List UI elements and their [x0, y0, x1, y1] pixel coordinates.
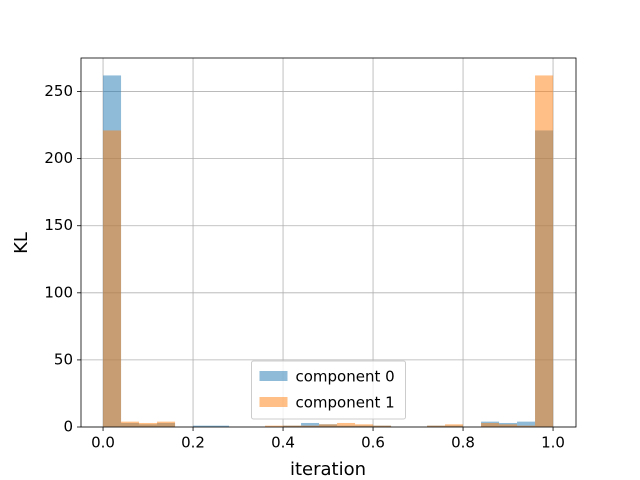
- x-tick-label: 0.0: [91, 434, 115, 452]
- bar: [157, 421, 176, 427]
- legend-box: [251, 360, 406, 420]
- x-tick-label: 0.6: [361, 434, 385, 452]
- x-axis-label: iteration: [290, 459, 366, 480]
- y-tick-label: 50: [54, 350, 73, 368]
- bar: [193, 425, 212, 427]
- legend-swatch: [259, 371, 288, 381]
- bar: [283, 425, 302, 427]
- y-tick-label: 100: [44, 283, 73, 301]
- y-tick-label: 150: [44, 216, 73, 234]
- legend-swatch: [259, 397, 288, 407]
- y-tick-label: 200: [44, 149, 73, 167]
- bar: [301, 422, 320, 427]
- bar: [517, 421, 536, 427]
- bar: [265, 425, 284, 427]
- bar: [517, 425, 536, 427]
- bar: [481, 422, 500, 427]
- bar: [211, 425, 230, 427]
- bar: [301, 425, 320, 427]
- x-tick-label: 0.4: [271, 434, 295, 452]
- legend: component 0 component 1: [251, 360, 406, 420]
- y-axis-label: KL: [11, 232, 32, 254]
- bar: [535, 75, 554, 427]
- bar: [355, 424, 374, 427]
- bar: [427, 425, 446, 427]
- y-tick-label: 0: [63, 418, 73, 436]
- legend-label: component 1: [296, 394, 395, 412]
- bar: [445, 424, 464, 427]
- bar: [139, 422, 158, 427]
- x-tick-label: 1.0: [541, 434, 565, 452]
- bar: [319, 424, 338, 427]
- x-tick-label: 0.2: [181, 434, 205, 452]
- y-tick-label: 250: [44, 82, 73, 100]
- bar: [121, 421, 140, 427]
- bar: [103, 130, 122, 427]
- plot-frame: [80, 57, 577, 428]
- bar: [337, 422, 356, 427]
- bar: [499, 424, 518, 427]
- bar: [373, 425, 392, 427]
- x-tick-label: 0.8: [451, 434, 475, 452]
- legend-label: component 0: [296, 368, 395, 386]
